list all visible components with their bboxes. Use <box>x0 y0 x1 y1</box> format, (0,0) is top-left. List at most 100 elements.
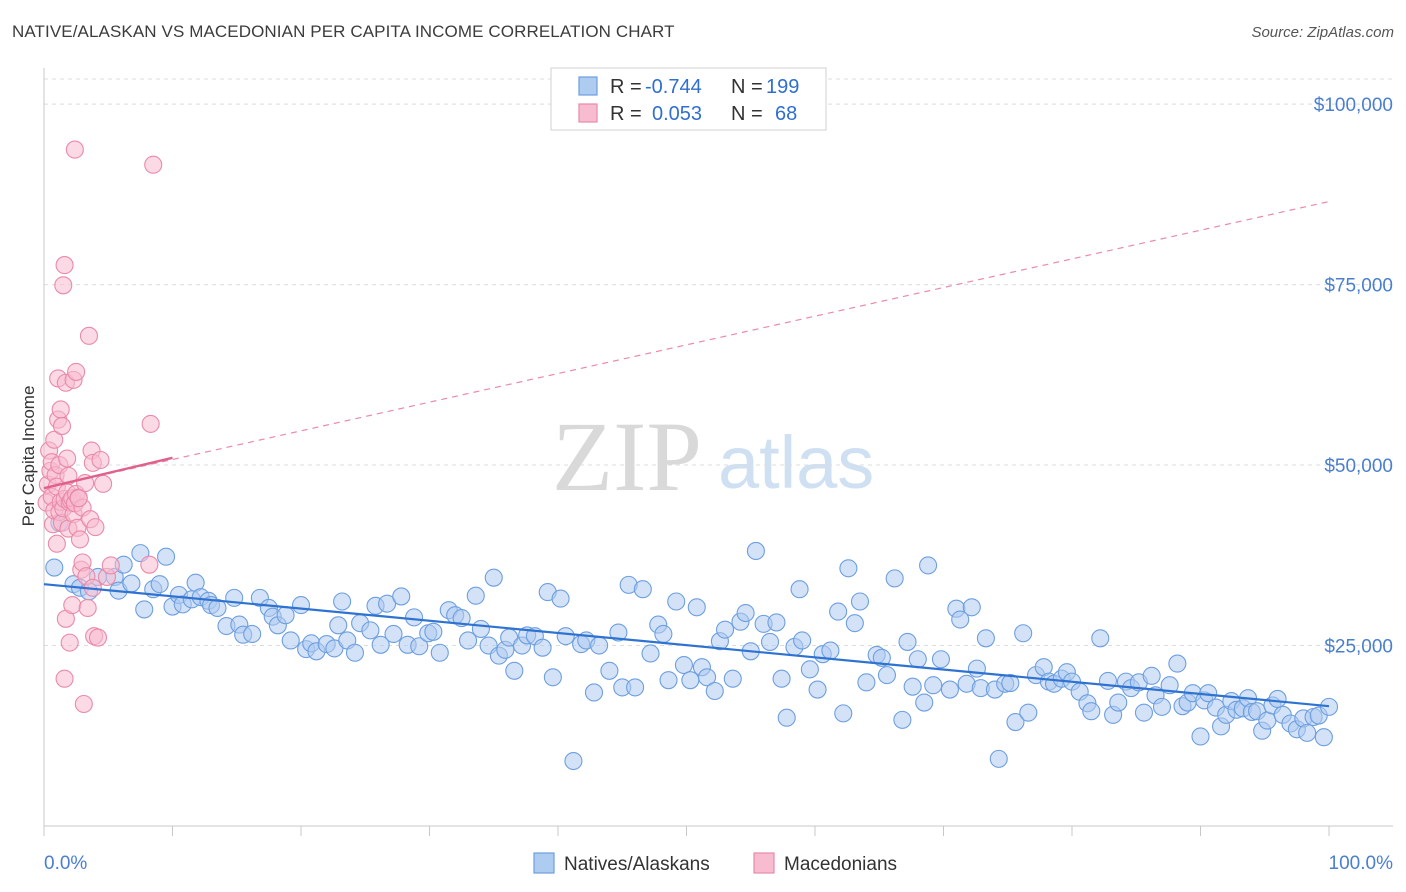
natives-point-94 <box>674 655 693 675</box>
natives-point-49 <box>378 594 397 613</box>
natives-point-96 <box>687 598 706 617</box>
macedonians-point-20 <box>54 276 73 295</box>
macedonians-point-57 <box>88 628 108 647</box>
natives-point-76 <box>551 589 570 608</box>
natives-point-142 <box>967 659 986 678</box>
natives-point-193 <box>1268 689 1287 708</box>
legend-n-value-natives: 199 <box>766 76 799 98</box>
legend-r-label-macedonians: R = <box>610 103 642 125</box>
macedonians-point-7 <box>45 430 64 449</box>
natives-point-92 <box>659 671 678 690</box>
natives-point-91 <box>654 624 673 644</box>
x-tick-marks <box>43 826 1330 836</box>
legend-r-value-macedonians: 0.053 <box>652 103 702 125</box>
natives-point-106 <box>746 541 765 561</box>
natives-point-0 <box>45 558 64 577</box>
natives-point-123 <box>850 592 870 611</box>
natives-point-81 <box>584 683 604 702</box>
natives-point-133 <box>915 693 934 712</box>
trend-lines <box>43 200 1330 708</box>
natives-point-75 <box>543 668 562 687</box>
natives-point-131 <box>903 677 922 696</box>
natives-point-56 <box>424 622 443 641</box>
natives-point-108 <box>760 632 780 651</box>
natives-point-65 <box>484 568 503 587</box>
natives-point-201 <box>1314 728 1333 747</box>
natives-point-132 <box>908 650 927 669</box>
series-legend-swatch-macedonians <box>753 852 775 874</box>
natives-point-148 <box>1001 674 1020 693</box>
natives-point-119 <box>829 602 848 621</box>
natives-point-137 <box>940 680 959 699</box>
natives-point-89 <box>641 644 660 663</box>
chart-title: NATIVE/ALASKAN VS MACEDONIAN PER CAPITA … <box>12 22 675 41</box>
natives-point-28 <box>243 624 262 644</box>
natives-point-53 <box>405 608 424 627</box>
natives-point-110 <box>772 669 791 688</box>
natives-point-77 <box>556 627 575 646</box>
natives-point-83 <box>600 661 619 680</box>
natives-point-61 <box>458 631 478 650</box>
natives-point-113 <box>790 580 809 599</box>
natives-point-54 <box>410 637 429 656</box>
legend-swatch-natives <box>578 76 598 96</box>
watermark: ZIP atlas <box>552 401 874 512</box>
natives-point-48 <box>371 635 390 654</box>
legend-r-label-natives: R = <box>610 76 642 98</box>
natives-point-134 <box>919 556 938 575</box>
natives-point-115 <box>800 660 819 679</box>
natives-point-33 <box>276 606 295 625</box>
natives-point-14 <box>157 547 176 566</box>
natives-point-109 <box>767 613 786 632</box>
natives-point-87 <box>626 678 645 697</box>
natives-point-44 <box>345 643 365 662</box>
natives-point-162 <box>1091 629 1110 648</box>
natives-point-144 <box>976 629 995 648</box>
macedonians-point-22 <box>55 256 74 275</box>
legend-r-value-natives: -0.744 <box>645 76 702 98</box>
natives-point-50 <box>384 624 403 644</box>
natives-point-114 <box>793 631 812 650</box>
natives-point-13 <box>150 575 169 594</box>
natives-point-51 <box>392 587 411 606</box>
natives-point-34 <box>281 631 300 650</box>
natives-point-149 <box>1006 712 1025 732</box>
macedonians-point-56 <box>86 518 105 537</box>
natives-point-69 <box>505 661 524 680</box>
natives-point-161 <box>1082 702 1101 721</box>
macedonians-point-33 <box>63 596 82 615</box>
legend-n-label-natives: N = <box>731 76 763 98</box>
natives-point-165 <box>1109 693 1128 712</box>
natives-point-198 <box>1298 723 1317 742</box>
natives-point-150 <box>1014 624 1033 643</box>
macedonians-point-64 <box>144 155 163 174</box>
natives-point-84 <box>609 623 628 642</box>
series-natives-alaskans <box>45 513 1339 771</box>
macedonians-point-62 <box>140 555 159 574</box>
trend-line-macedonians-solid <box>43 456 173 490</box>
natives-point-130 <box>898 632 917 651</box>
natives-point-169 <box>1134 703 1154 722</box>
macedonians-point-46 <box>74 694 93 714</box>
natives-point-141 <box>962 598 981 617</box>
macedonians-point-63 <box>141 414 160 433</box>
macedonians-point-27 <box>58 449 77 468</box>
natives-point-178 <box>1191 727 1210 746</box>
correlation-legend: R = -0.744 N = 199 R = 0.053 N = 68 <box>550 67 827 131</box>
macedonians-point-18 <box>52 417 72 436</box>
legend-n-value-macedonians: 68 <box>775 103 797 125</box>
y-tick-label-3: $100,000 <box>1314 95 1393 116</box>
natives-point-128 <box>885 569 904 588</box>
natives-point-126 <box>872 648 891 667</box>
natives-point-146 <box>989 749 1008 768</box>
natives-point-42 <box>333 592 352 611</box>
series-legend-label-macedonians: Macedonians <box>784 854 897 875</box>
natives-point-191 <box>1258 711 1277 730</box>
macedonians-point-29 <box>60 633 79 652</box>
macedonians-point-59 <box>94 474 113 493</box>
trend-line-natives <box>43 583 1330 708</box>
y-tick-label-0: $25,000 <box>1324 637 1393 658</box>
natives-point-98 <box>698 668 717 687</box>
natives-point-93 <box>667 592 686 611</box>
